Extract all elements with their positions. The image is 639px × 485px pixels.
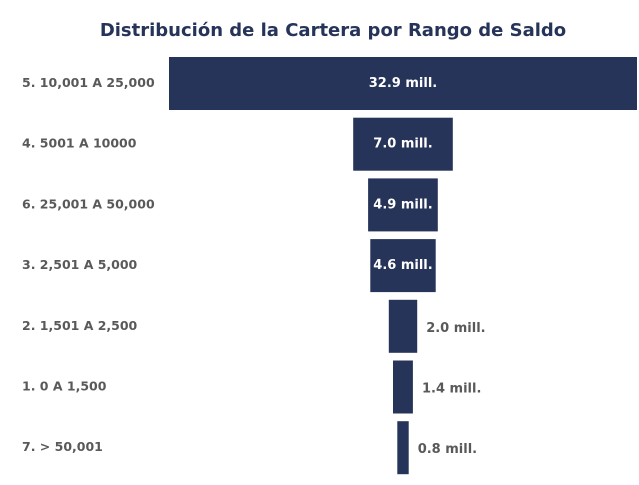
category-label: 3. 2,501 A 5,000: [22, 257, 138, 272]
funnel-bar: [388, 299, 418, 353]
category-label: 1. 0 A 1,500: [22, 379, 107, 394]
funnel-bar: [397, 421, 409, 475]
value-label: 4.9 mill.: [373, 197, 432, 212]
category-label: 4. 5001 A 10000: [22, 136, 137, 151]
funnel-bar: [353, 117, 453, 171]
category-label: 5. 10,001 A 25,000: [22, 75, 155, 90]
value-label: 4.6 mill.: [373, 258, 432, 273]
funnel-bar: [370, 239, 436, 293]
value-label: 0.8 mill.: [418, 442, 477, 457]
value-label: 1.4 mill.: [422, 382, 481, 397]
bars-layer: 5. 10,001 A 25,000 32.9 mill. 4. 5001 A 10…: [22, 57, 637, 475]
funnel-bar: [169, 57, 637, 110]
chart-title: Distribución de la Cartera por Rango de …: [100, 20, 566, 41]
category-label: 6. 25,001 A 50,000: [22, 196, 155, 211]
funnel-bar: [393, 360, 413, 414]
category-label: 2. 1,501 A 2,500: [22, 318, 138, 333]
value-label: 7.0 mill.: [373, 137, 432, 152]
value-label: 2.0 mill.: [426, 321, 485, 336]
value-label: 32.9 mill.: [369, 76, 437, 91]
funnel-bar: [368, 178, 438, 232]
category-label: 7. > 50,001: [22, 439, 103, 454]
